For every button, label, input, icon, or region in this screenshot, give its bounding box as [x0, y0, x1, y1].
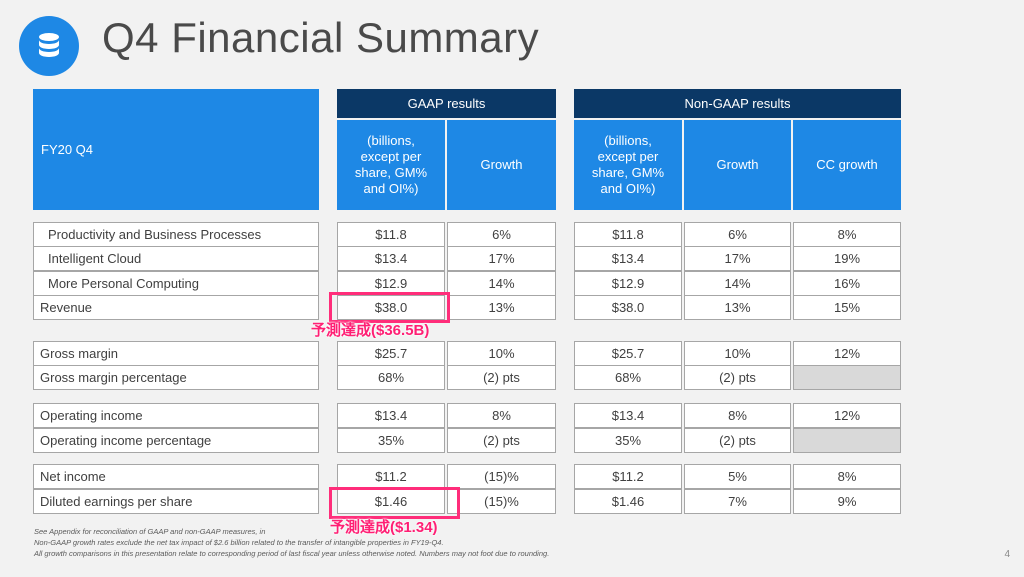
- table-cell-ng-growth: 14%: [684, 271, 791, 296]
- table-cell-gaap: $13.4: [337, 246, 445, 271]
- gaap-units-label: (billions, except per share, GM% and OI%…: [354, 133, 428, 196]
- table-cell-ng-growth: (2) pts: [684, 365, 791, 390]
- row-label: More Personal Computing: [33, 271, 319, 296]
- table-cell-cc: [793, 365, 901, 390]
- row-label: Gross margin percentage: [33, 365, 319, 390]
- nongaap-units-header: (billions, except per share, GM% and OI%…: [574, 120, 682, 210]
- gaap-group-label: GAAP results: [407, 96, 486, 111]
- table-cell-ng: 35%: [574, 428, 682, 453]
- page-number: 4: [1004, 549, 1010, 560]
- period-header: FY20 Q4: [33, 89, 319, 210]
- row-label: Revenue: [33, 295, 319, 320]
- table-cell-cc: [793, 428, 901, 453]
- table-cell-cc: 8%: [793, 464, 901, 489]
- nongaap-growth-label: Growth: [716, 157, 759, 172]
- nongaap-group-header: Non-GAAP results: [574, 89, 901, 118]
- row-label: Net income: [33, 464, 319, 489]
- page-title: Q4 Financial Summary: [102, 14, 540, 61]
- gaap-units-header: (billions, except per share, GM% and OI%…: [337, 120, 445, 210]
- table-cell-gaap: $11.8: [337, 222, 445, 247]
- table-cell-ng-growth: 17%: [684, 246, 791, 271]
- table-cell-ng: $12.9: [574, 271, 682, 296]
- row-label: Operating income: [33, 403, 319, 428]
- table-cell-ng: $25.7: [574, 341, 682, 366]
- table-cell-gaap: $25.7: [337, 341, 445, 366]
- table-cell-ng: $13.4: [574, 403, 682, 428]
- nongaap-units-label: (billions, except per share, GM% and OI%…: [591, 133, 665, 196]
- table-cell-ng-growth: 8%: [684, 403, 791, 428]
- gaap-group-header: GAAP results: [337, 89, 556, 118]
- footnote-2: Non-GAAP growth rates exclude the net ta…: [34, 538, 444, 547]
- table-cell-ng: $38.0: [574, 295, 682, 320]
- table-cell-cc: 16%: [793, 271, 901, 296]
- revenue-annotation: 予測達成($36.5B): [311, 322, 430, 339]
- table-cell-cc: 8%: [793, 222, 901, 247]
- table-cell-ng-growth: 10%: [684, 341, 791, 366]
- table-cell-gaap-growth: (2) pts: [447, 365, 556, 390]
- table-cell-gaap-growth: 8%: [447, 403, 556, 428]
- row-label: Productivity and Business Processes: [33, 222, 319, 247]
- footnote-3: All growth comparisons in this presentat…: [34, 549, 550, 558]
- table-cell-gaap: $13.4: [337, 403, 445, 428]
- table-cell-cc: 15%: [793, 295, 901, 320]
- eps-highlight-box: [329, 487, 460, 519]
- table-cell-ng: $11.8: [574, 222, 682, 247]
- table-cell-gaap: $11.2: [337, 464, 445, 489]
- row-label: Gross margin: [33, 341, 319, 366]
- row-label: Diluted earnings per share: [33, 489, 319, 514]
- table-cell-cc: 19%: [793, 246, 901, 271]
- gaap-growth-header: Growth: [447, 120, 556, 210]
- table-cell-ng: 68%: [574, 365, 682, 390]
- nongaap-group-label: Non-GAAP results: [684, 96, 791, 111]
- table-cell-gaap: $1.46: [337, 489, 445, 514]
- cc-growth-header: CC growth: [793, 120, 901, 210]
- table-cell-gaap: 35%: [337, 428, 445, 453]
- table-cell-ng-growth: 13%: [684, 295, 791, 320]
- table-cell-ng: $1.46: [574, 489, 682, 514]
- nongaap-growth-header: Growth: [684, 120, 791, 210]
- revenue-highlight-box: [329, 292, 450, 323]
- row-label: Intelligent Cloud: [33, 246, 319, 271]
- table-cell-gaap: $38.0: [337, 295, 445, 320]
- table-cell-gaap-growth: (15)%: [447, 489, 556, 514]
- table-cell-ng-growth: (2) pts: [684, 428, 791, 453]
- row-label: Operating income percentage: [33, 428, 319, 453]
- table-cell-gaap-growth: (2) pts: [447, 428, 556, 453]
- table-cell-gaap: $12.9: [337, 271, 445, 296]
- table-cell-gaap-growth: 6%: [447, 222, 556, 247]
- period-label: FY20 Q4: [41, 141, 94, 157]
- table-cell-ng: $11.2: [574, 464, 682, 489]
- table-cell-ng-growth: 7%: [684, 489, 791, 514]
- table-cell-gaap-growth: 13%: [447, 295, 556, 320]
- table-cell-gaap-growth: (15)%: [447, 464, 556, 489]
- table-cell-ng: $13.4: [574, 246, 682, 271]
- table-cell-gaap-growth: 17%: [447, 246, 556, 271]
- table-cell-cc: 12%: [793, 403, 901, 428]
- table-cell-gaap-growth: 10%: [447, 341, 556, 366]
- cc-growth-label: CC growth: [816, 157, 878, 172]
- eps-annotation: 予測達成($1.34): [330, 519, 438, 536]
- table-cell-gaap: 68%: [337, 365, 445, 390]
- table-cell-ng-growth: 6%: [684, 222, 791, 247]
- table-cell-cc: 12%: [793, 341, 901, 366]
- table-cell-cc: 9%: [793, 489, 901, 514]
- table-cell-gaap-growth: 14%: [447, 271, 556, 296]
- footnote-1: See Appendix for reconciliation of GAAP …: [34, 527, 266, 536]
- table-cell-ng-growth: 5%: [684, 464, 791, 489]
- database-icon: [19, 16, 79, 76]
- gaap-growth-label: Growth: [480, 157, 523, 172]
